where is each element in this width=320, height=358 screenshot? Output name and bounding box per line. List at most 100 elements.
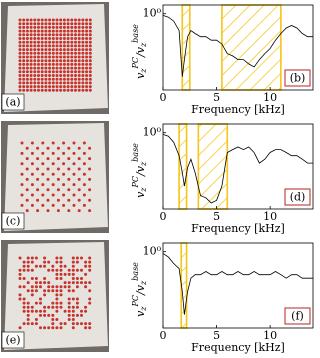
dot (22, 44, 26, 48)
y-axis-label-part: z (139, 68, 148, 74)
dot (75, 297, 79, 301)
dot (36, 146, 40, 150)
dot (85, 59, 89, 63)
data-line (162, 134, 313, 204)
y-axis-label-part: / (134, 52, 147, 58)
photo: (a) (1, 2, 109, 114)
y-axis-label: vzPC/vzbase (131, 143, 148, 198)
dot (77, 88, 81, 92)
dot (59, 260, 63, 264)
dot (22, 322, 26, 326)
dot (88, 22, 92, 26)
dot (67, 305, 71, 309)
dot (88, 25, 92, 29)
dot (81, 29, 85, 33)
dot (70, 85, 74, 89)
dot (66, 18, 70, 22)
dot (51, 59, 55, 63)
dot (34, 281, 38, 285)
dot (88, 297, 92, 301)
dot (55, 77, 59, 81)
dot (46, 188, 50, 192)
dot (77, 25, 81, 29)
dot (71, 322, 75, 326)
dot (77, 44, 81, 48)
dot (55, 70, 59, 74)
dot (70, 48, 74, 52)
dot (75, 268, 79, 272)
dot (47, 281, 51, 285)
dot (85, 37, 89, 40)
dot (81, 77, 85, 81)
dot (43, 281, 47, 285)
dot (85, 29, 89, 33)
dot (25, 40, 29, 44)
dot (25, 62, 29, 66)
dot (33, 18, 37, 22)
dot (62, 193, 66, 197)
dot (55, 37, 59, 40)
dot (18, 88, 22, 92)
dot (55, 318, 59, 321)
dot (41, 141, 45, 145)
dot (37, 22, 40, 26)
dot (59, 277, 63, 280)
dot (72, 162, 76, 166)
y-axis-label-part: PC (131, 295, 140, 308)
dot (51, 193, 55, 197)
dot (39, 313, 42, 317)
dot (48, 44, 52, 48)
photo-label-box (1, 331, 25, 349)
dot (22, 309, 26, 313)
dot (34, 318, 38, 321)
dot (40, 74, 44, 77)
dot (51, 162, 55, 166)
dot (80, 309, 83, 313)
dot (59, 77, 63, 81)
dot (18, 272, 22, 276)
dot (77, 55, 81, 59)
dot (88, 40, 92, 44)
dot (26, 318, 30, 321)
dot (33, 85, 37, 89)
dot (33, 44, 37, 48)
x-tick-label: 5 (213, 91, 220, 104)
dot (59, 88, 63, 92)
photo: (e) (1, 240, 109, 352)
dot (36, 157, 40, 161)
dot (37, 55, 40, 59)
dot (43, 309, 47, 313)
dot (39, 285, 42, 289)
dot (84, 264, 88, 268)
dot (51, 141, 55, 145)
dot (41, 203, 45, 207)
dot (88, 322, 92, 326)
dot (37, 70, 40, 74)
dot (82, 162, 86, 166)
dot (85, 81, 89, 85)
dot (67, 301, 71, 305)
dot (59, 22, 63, 26)
dot (22, 55, 26, 59)
dot (82, 203, 86, 207)
dot (66, 29, 70, 33)
dot (55, 40, 59, 44)
dot (22, 260, 26, 264)
dot (82, 172, 86, 176)
dot (81, 40, 85, 44)
dot (55, 301, 59, 305)
dot (25, 25, 29, 29)
dot (37, 44, 40, 48)
dot (72, 141, 76, 145)
dot (51, 33, 55, 37)
dot (70, 40, 74, 44)
dot (18, 29, 22, 33)
dot (67, 209, 71, 213)
dot (88, 260, 92, 264)
dot (43, 313, 47, 317)
dot (22, 25, 26, 29)
dot (71, 305, 75, 309)
dot (72, 172, 76, 176)
dot (88, 59, 92, 63)
dot (30, 256, 34, 260)
